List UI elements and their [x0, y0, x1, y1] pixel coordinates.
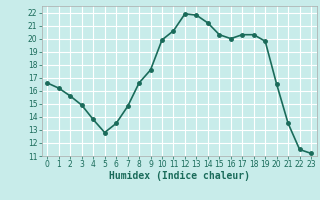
X-axis label: Humidex (Indice chaleur): Humidex (Indice chaleur)	[109, 171, 250, 181]
